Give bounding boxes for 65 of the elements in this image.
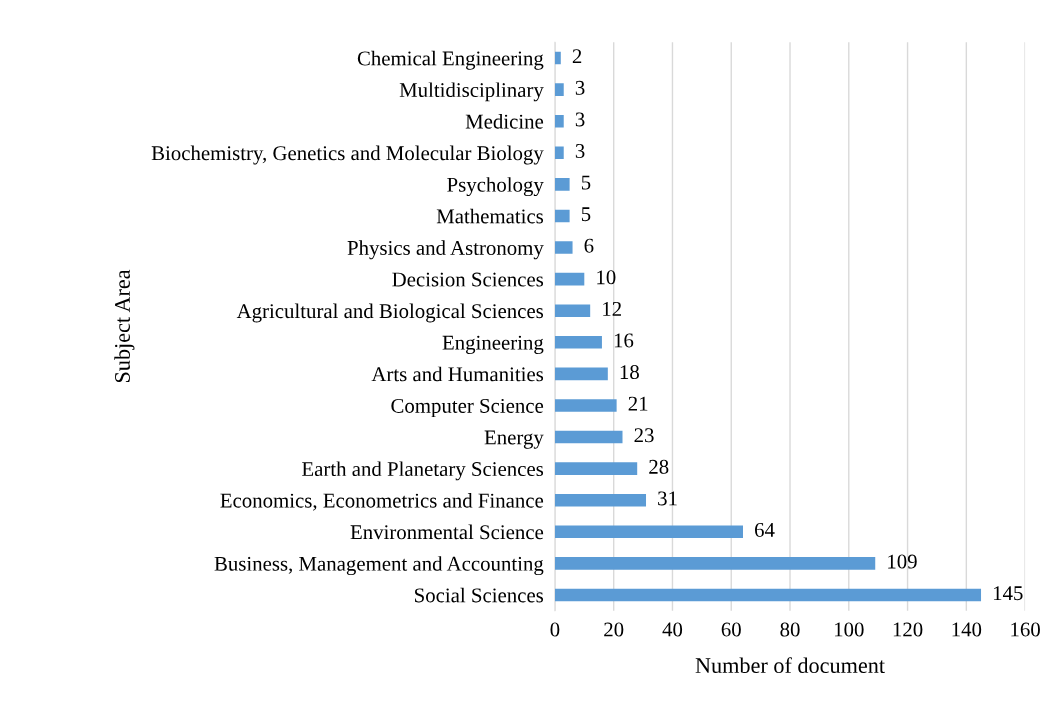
y-tick-label: Psychology [447, 177, 544, 197]
bar [554, 557, 876, 570]
data-label: 3 [575, 112, 585, 127]
x-tick-label: 40 [662, 622, 683, 637]
y-tick-label: Social Sciences [415, 587, 544, 603]
y-tick-label: Physics and Astronomy [347, 240, 544, 260]
x-tick-label: 20 [604, 622, 624, 637]
data-label: 5 [581, 207, 591, 222]
y-tick-label: Engineering [442, 335, 544, 354]
bar [554, 588, 982, 602]
data-label: 10 [597, 270, 616, 285]
data-label: 64 [755, 523, 775, 537]
y-tick-label: Business, Management and Accounting [214, 556, 544, 576]
data-label: 18 [620, 365, 639, 380]
bar [554, 462, 638, 475]
x-axis-title: Number of document [695, 657, 885, 674]
y-tick-label: Computer Science [391, 398, 544, 418]
data-label: 28 [649, 459, 669, 474]
x-tick-label: 100 [835, 622, 864, 637]
x-tick-label: 120 [893, 622, 923, 637]
y-tick-label: Economics, Econometrics and Finance [220, 492, 544, 511]
bar [554, 178, 570, 191]
x-tick-label: 140 [952, 622, 982, 637]
data-label: 16 [614, 333, 634, 348]
data-label: 6 [584, 238, 594, 253]
bar [554, 241, 573, 254]
bar [554, 114, 564, 128]
bar [554, 399, 617, 412]
y-tick-label: Environmental Science [350, 524, 544, 540]
x-tick-label: 0 [550, 622, 560, 637]
bar [554, 335, 602, 349]
y-tick-label: Biochemistry, Genetics and Molecular Biology [151, 145, 544, 165]
bar [554, 146, 564, 160]
y-axis-title: Subject Area [114, 269, 135, 383]
data-label: 21 [628, 396, 648, 411]
data-label: 12 [603, 301, 621, 316]
bar [554, 525, 743, 539]
data-label: 23 [634, 428, 654, 443]
y-tick-label: Medicine [465, 113, 544, 129]
data-label: 109 [888, 554, 917, 569]
bar [554, 272, 585, 286]
y-tick-label: Chemical Engineering [357, 50, 544, 70]
y-tick-label: Agricultural and Biological Sciences [236, 303, 544, 323]
data-label: 2 [572, 49, 582, 64]
y-tick-label: Decision Sciences [392, 272, 544, 287]
data-label: 3 [575, 144, 585, 158]
bar [554, 209, 570, 223]
x-tick-label: 80 [780, 622, 800, 637]
y-tick-label: Energy [484, 430, 544, 449]
y-tick-label: Multidisciplinary [399, 82, 544, 102]
x-tick-label: 160 [1011, 622, 1040, 637]
y-tick-label: Arts and Humanities [371, 366, 544, 382]
bar [554, 83, 564, 96]
x-tick-label: 60 [721, 622, 741, 637]
data-label: 5 [581, 175, 591, 190]
data-label: 145 [993, 586, 1023, 601]
y-tick-label: Mathematics [436, 208, 544, 224]
bar [554, 493, 647, 507]
bar [554, 51, 561, 65]
bar [554, 430, 623, 444]
bar [554, 367, 608, 381]
data-label: 31 [658, 491, 677, 506]
bar [554, 304, 591, 318]
data-label: 3 [575, 80, 585, 95]
y-tick-label: Earth and Planetary Sciences [302, 461, 544, 481]
